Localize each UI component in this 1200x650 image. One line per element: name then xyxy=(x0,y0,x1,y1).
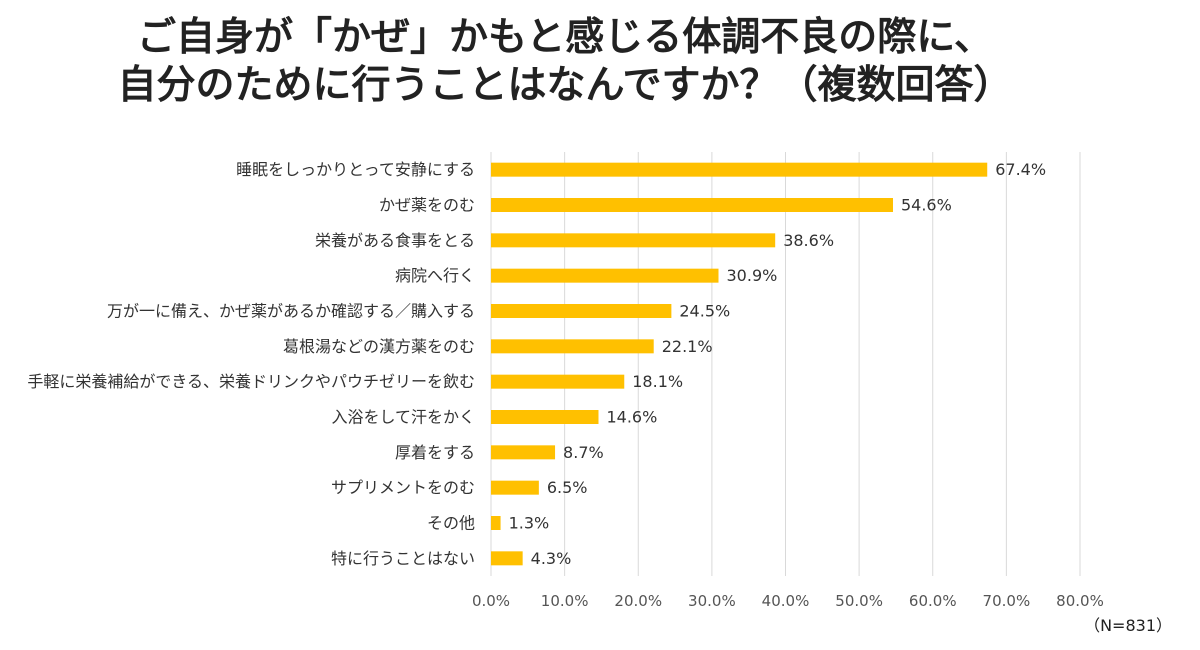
chart-title-line-2: 自分のために行うことはなんですか？（複数回答） xyxy=(117,63,1013,108)
value-label: 38.6% xyxy=(783,231,834,250)
x-tick-label: 30.0% xyxy=(688,592,736,610)
x-tick-label: 60.0% xyxy=(909,592,957,610)
value-label: 54.6% xyxy=(901,196,952,215)
category-label: 万が一に備え、かぜ薬があるか確認する／購入する xyxy=(107,302,475,321)
bar-1 xyxy=(491,198,893,212)
bar-2 xyxy=(491,233,776,248)
bar-10 xyxy=(491,516,501,530)
category-label: 病院へ行く xyxy=(395,266,475,285)
category-label: 手軽に栄養補給ができる、栄養ドリンクやパウチゼリーを飲む xyxy=(27,372,475,391)
value-label: 14.6% xyxy=(606,408,657,427)
category-label: サプリメントをのむ xyxy=(331,478,475,497)
category-label: 入浴をして汗をかく xyxy=(331,408,475,427)
category-label: その他 xyxy=(427,514,475,533)
value-label: 1.3% xyxy=(509,514,550,533)
bar-9 xyxy=(491,480,539,495)
bar-4 xyxy=(491,304,672,318)
value-label: 18.1% xyxy=(632,372,683,391)
bar-7 xyxy=(491,410,599,424)
value-label: 6.5% xyxy=(547,478,588,497)
value-label: 24.5% xyxy=(679,302,730,321)
value-label: 4.3% xyxy=(531,549,572,568)
x-tick-label: 10.0% xyxy=(541,592,589,610)
bar-11 xyxy=(491,551,523,566)
bar-3 xyxy=(491,268,719,283)
value-label: 30.9% xyxy=(727,266,778,285)
bar-8 xyxy=(491,445,556,460)
category-label: 睡眠をしっかりとって安静にする xyxy=(236,160,475,179)
value-label: 67.4% xyxy=(995,160,1046,179)
value-label: 22.1% xyxy=(662,337,713,356)
category-label: かぜ薬をのむ xyxy=(379,196,475,215)
chart-title: ご自身が「かぜ」かもと感じる体調不良の際に、 自分のために行うことはなんですか？… xyxy=(0,14,1130,110)
category-label: 特に行うことはない xyxy=(331,549,475,568)
bar-0 xyxy=(491,162,988,177)
value-label: 8.7% xyxy=(563,443,604,462)
x-tick-label: 40.0% xyxy=(762,592,810,610)
category-label: 栄養がある食事をとる xyxy=(315,231,475,250)
bar-5 xyxy=(491,339,654,354)
x-tick-label: 70.0% xyxy=(983,592,1031,610)
labels: 0.0% 10.0% 20.0% 30.0% 40.0% 50.0% 60.0% 70.0% 8… xyxy=(27,160,1104,610)
x-tick-label: 20.0% xyxy=(614,592,662,610)
bars xyxy=(491,162,988,566)
sample-size-note: （N=831） xyxy=(1084,616,1172,635)
category-label: 厚着をする xyxy=(395,443,475,462)
x-tick-label: 0.0% xyxy=(472,592,510,610)
category-label: 葛根湯などの漢方薬をのむ xyxy=(283,337,475,356)
x-tick-label: 50.0% xyxy=(835,592,883,610)
chart-title-line-1: ご自身が「かぜ」かもと感じる体調不良の際に、 xyxy=(136,15,994,60)
bar-6 xyxy=(491,374,625,389)
grid-lines xyxy=(490,152,1081,576)
x-tick-label: 80.0% xyxy=(1056,592,1104,610)
